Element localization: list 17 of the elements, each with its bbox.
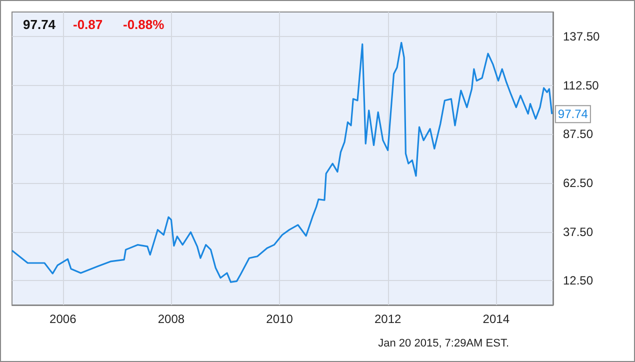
x-tick-label: 2008 [158, 312, 185, 326]
text: Jan 20 2015, 7:29AM EST. [378, 338, 510, 350]
x-tick-label: 2014 [482, 312, 510, 326]
x-tick-label: 2010 [266, 312, 294, 326]
annotation: -0.88% [123, 17, 165, 32]
y-tick-label: 37.50 [563, 224, 594, 239]
line-series [11, 42, 553, 283]
x-tick-label: 2012 [374, 312, 402, 326]
x-tick-label: 2006 [50, 312, 77, 326]
y-tick-label: 112.50 [563, 78, 600, 92]
y-tick-label: 62.50 [563, 176, 594, 190]
y-tick-label: 12.50 [563, 274, 594, 288]
y-tick-label: 137.50 [563, 29, 600, 44]
annotation: 97.74 [558, 107, 588, 122]
annotation: -0.87 [73, 17, 103, 32]
annotation: 97.74 [23, 17, 56, 32]
y-tick-label: 87.50 [563, 127, 594, 142]
